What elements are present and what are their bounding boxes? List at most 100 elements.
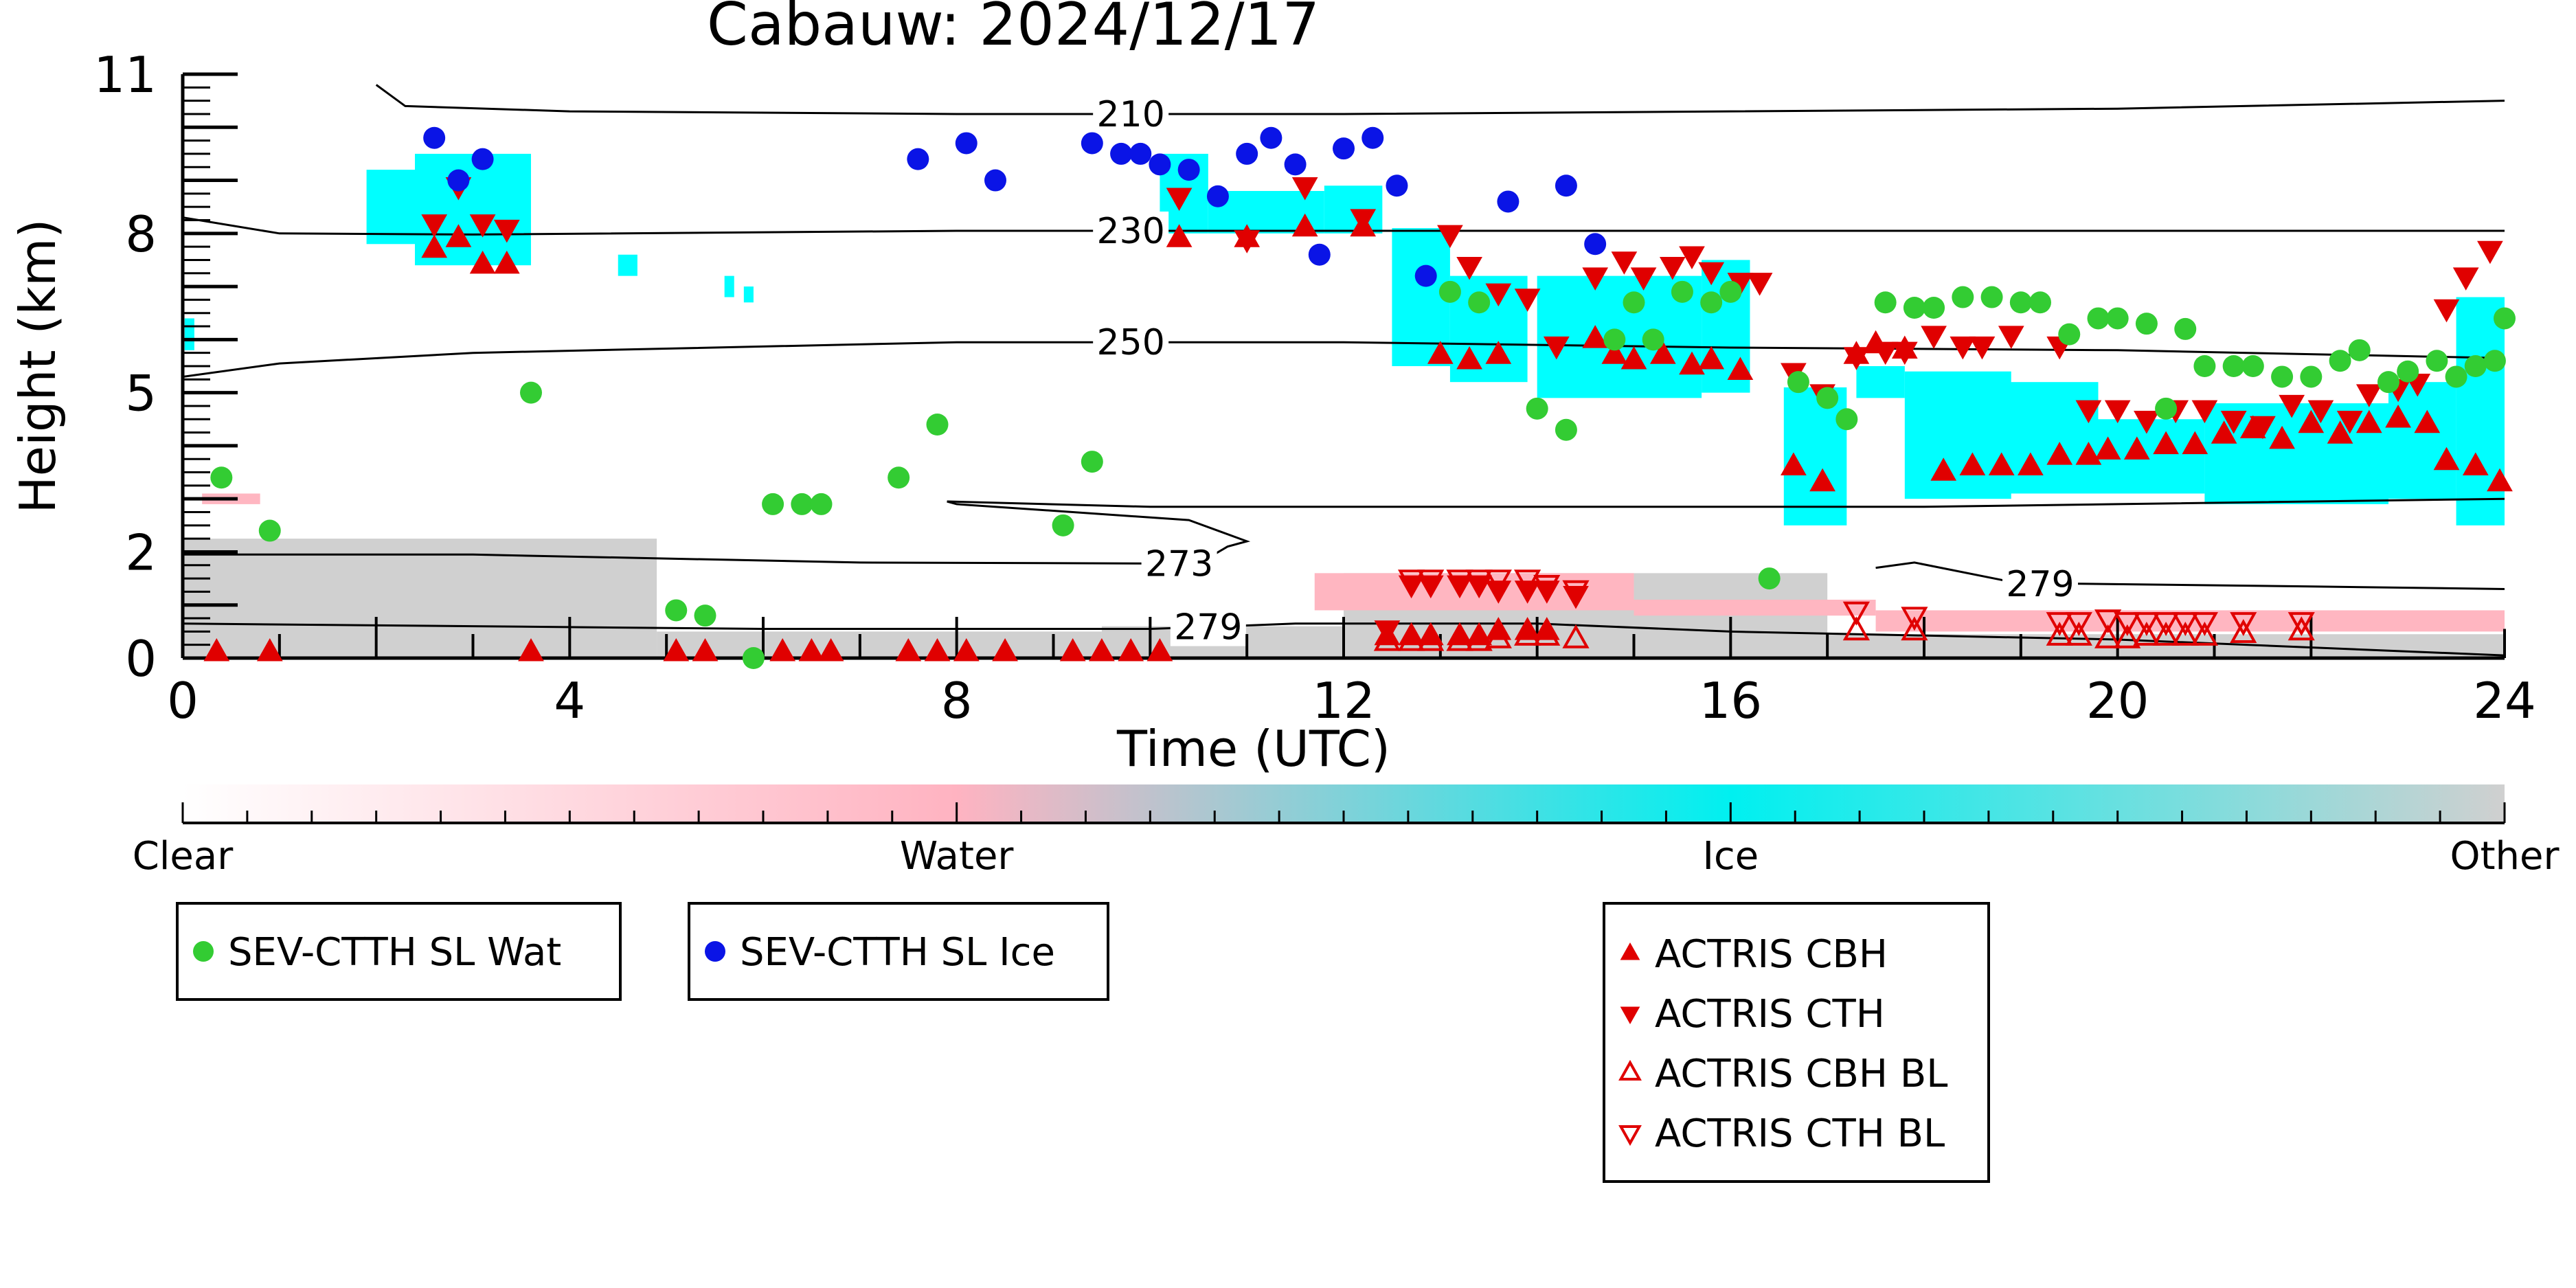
actris-cth-bl-marker (1484, 569, 1512, 594)
actris-cth-bl-marker (1562, 580, 1590, 605)
actris-cth-marker (1611, 251, 1638, 275)
actris-cbh-marker (1679, 351, 1705, 375)
x-tick-label: 12 (1312, 672, 1375, 730)
sev-wat-point (2329, 350, 2351, 372)
sev-wat-point (1903, 297, 1925, 319)
sev-wat-point (2241, 355, 2264, 377)
actris-cbh-bl-marker (2230, 619, 2257, 643)
sev-wat-point (2397, 360, 2419, 383)
actris-cbh-marker (1427, 341, 1454, 364)
sev-ice-point (1129, 142, 1152, 165)
actris-cbh-marker (2211, 420, 2237, 444)
actris-cth-bl-marker (2046, 612, 2073, 636)
sev-ice-point (447, 169, 470, 192)
isotherm-label: 230 (1097, 211, 1165, 252)
sev-wat-point (2174, 317, 2197, 340)
ice-cloud-region (2001, 382, 2099, 494)
isotherm-label: 210 (1097, 94, 1165, 135)
legend-box (1603, 902, 1990, 1183)
isotherm-label-bg (2002, 564, 2078, 603)
actris-cth-bl-marker (1465, 569, 1493, 594)
water-cloud-region (1634, 600, 1876, 616)
colorbar-label: Clear (133, 834, 234, 879)
actris-cbh-marker (1809, 468, 1835, 492)
actris-cbh-marker (1166, 224, 1193, 247)
sev-ice-point (1386, 174, 1408, 197)
actris-cth-bl-marker (2191, 612, 2219, 636)
actris-cbh-marker (663, 637, 690, 662)
sev-wat-point (1526, 397, 1548, 420)
sev-wat-point (2193, 355, 2216, 377)
sev-ice-point (1149, 153, 1171, 176)
sev-wat-point (1642, 328, 1664, 351)
actris-cbh-marker (1781, 452, 1807, 475)
ice-cloud-region (618, 254, 637, 276)
actris-cbh-marker (2153, 431, 2179, 455)
actris-cth-bl-marker (2114, 612, 2141, 636)
actris-cbh-marker (518, 637, 544, 662)
sev-ice-point (984, 169, 1006, 192)
actris-cbh-marker (692, 637, 719, 662)
actris-cth-marker (1582, 267, 1609, 291)
sev-wat-point (1468, 291, 1491, 314)
actris-cbh-marker (1620, 346, 1647, 370)
actris-cbh-marker (1146, 637, 1173, 662)
other-region (657, 631, 1102, 658)
sev-wat-point (1700, 291, 1723, 314)
ice-cloud-region (743, 286, 754, 303)
sev-ice-point (907, 148, 929, 170)
actris-cbh-bl-marker (1562, 624, 1590, 648)
actris-cbh-marker (1601, 341, 1628, 364)
actris-cbh-marker (924, 637, 951, 662)
isotherm-label-bg (1141, 544, 1217, 583)
actris-cth-marker (1843, 347, 1870, 370)
actris-cbh-bl-marker (1397, 626, 1425, 651)
sev-ice-point (1584, 233, 1607, 256)
actris-cbh-marker (2018, 452, 2044, 475)
sev-ice-point (1362, 126, 1384, 149)
sev-ice-point (1206, 185, 1229, 207)
actris-cbh-bl-marker (2094, 624, 2122, 648)
actris-cbh-marker (2123, 436, 2150, 460)
legend-satellite: SEV-CTTH SL Wat SEV-CTTH SL Ice (176, 902, 1109, 1001)
actris-cbh-bl-marker (2191, 622, 2219, 646)
actris-cbh-marker (1291, 213, 1318, 237)
plot-area: 210 230 250 273 279 279 0 4 8 12 16 20 24 0 2 5 8 11 (93, 46, 2535, 730)
colorbar: Clear Water Ice Other (133, 784, 2560, 879)
legend-label: SEV-CTTH SL Ice (740, 930, 1055, 975)
other-region (183, 539, 657, 658)
sev-wat-point (2009, 291, 2032, 314)
actris-cbh-marker (2327, 420, 2353, 444)
actris-cbh-marker (2355, 409, 2382, 433)
legend-triangle-marker (1620, 942, 1640, 960)
actris-cth-marker (1659, 257, 1686, 280)
isotherm-line (1875, 561, 2505, 590)
isotherm-line (183, 622, 2505, 657)
isotherm-label: 273 (1145, 543, 1213, 585)
isotherm-line (947, 497, 2505, 508)
actris-cth-marker (1921, 326, 1947, 349)
sev-wat-point (1980, 286, 2003, 308)
actris-cth-marker (1698, 262, 1725, 286)
temperature-contours: 210 230 250 273 279 279 (183, 84, 2505, 657)
actris-cbh-marker (203, 637, 230, 662)
sev-wat-point (2106, 307, 2129, 330)
actris-cbh-marker (2433, 447, 2460, 471)
actris-cth-marker (1630, 267, 1657, 291)
legend-triangle-marker (1620, 1006, 1640, 1025)
actris-cbh-marker (769, 637, 796, 662)
sev-wat-point (1952, 286, 1974, 308)
legend-label: ACTRIS CTH (1655, 992, 1885, 1037)
sev-wat-point (2300, 365, 2323, 388)
actris-cbh-marker (1930, 457, 1957, 481)
actris-cbh-marker (421, 234, 448, 258)
sev-ice-point (1236, 142, 1258, 165)
actris-cbh-marker (256, 637, 283, 662)
isotherm-line (183, 500, 1251, 565)
legend-label: ACTRIS CTH BL (1655, 1111, 1945, 1156)
actris-cth-marker (2279, 394, 2305, 418)
isotherm-line (183, 341, 2505, 378)
actris-cbh-marker (817, 637, 844, 662)
actris-cth-bl-marker (1901, 607, 1928, 631)
actris-cbh-bl-marker (2152, 622, 2180, 646)
